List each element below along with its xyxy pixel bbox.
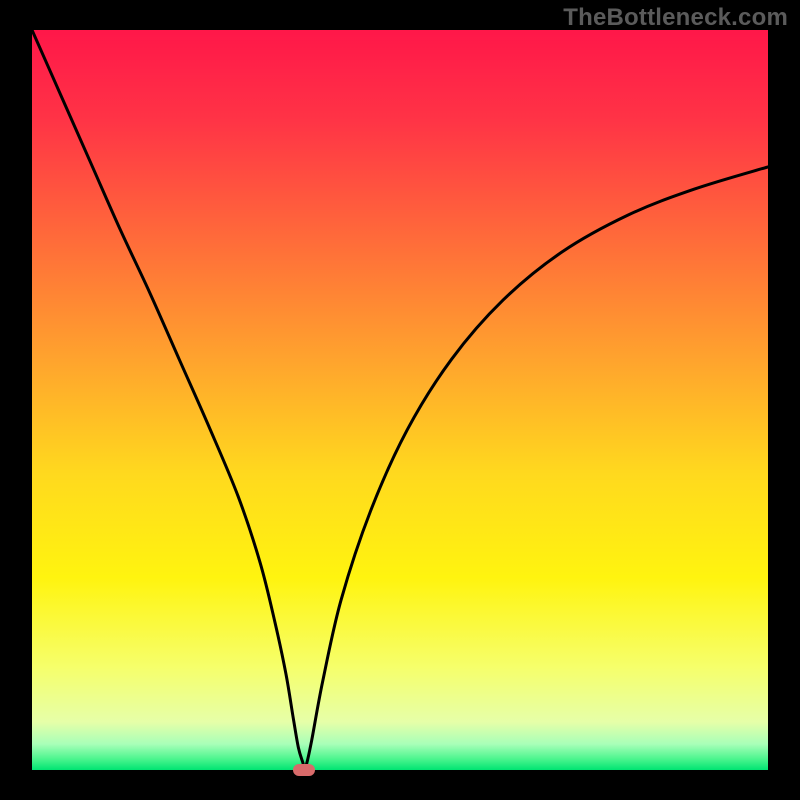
chart-frame: TheBottleneck.com <box>0 0 800 800</box>
watermark-text: TheBottleneck.com <box>563 4 788 32</box>
bottleneck-curve <box>32 30 768 770</box>
plot-area <box>32 30 768 770</box>
sweet-spot-marker <box>293 764 315 776</box>
